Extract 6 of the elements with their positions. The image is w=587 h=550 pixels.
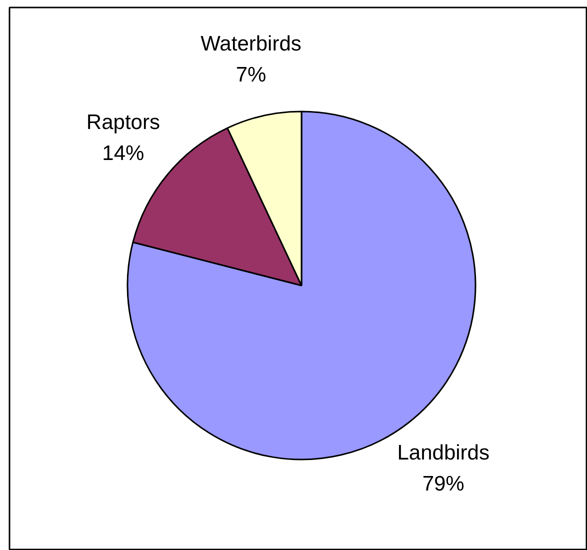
slice-label: Waterbirds: [200, 32, 302, 56]
slice-label: Raptors: [86, 110, 160, 134]
data-label: 14%: [102, 142, 144, 165]
slice-label: Landbirds: [397, 441, 490, 464]
data-label: 7%: [236, 64, 266, 87]
data-label: 79%: [422, 472, 464, 496]
